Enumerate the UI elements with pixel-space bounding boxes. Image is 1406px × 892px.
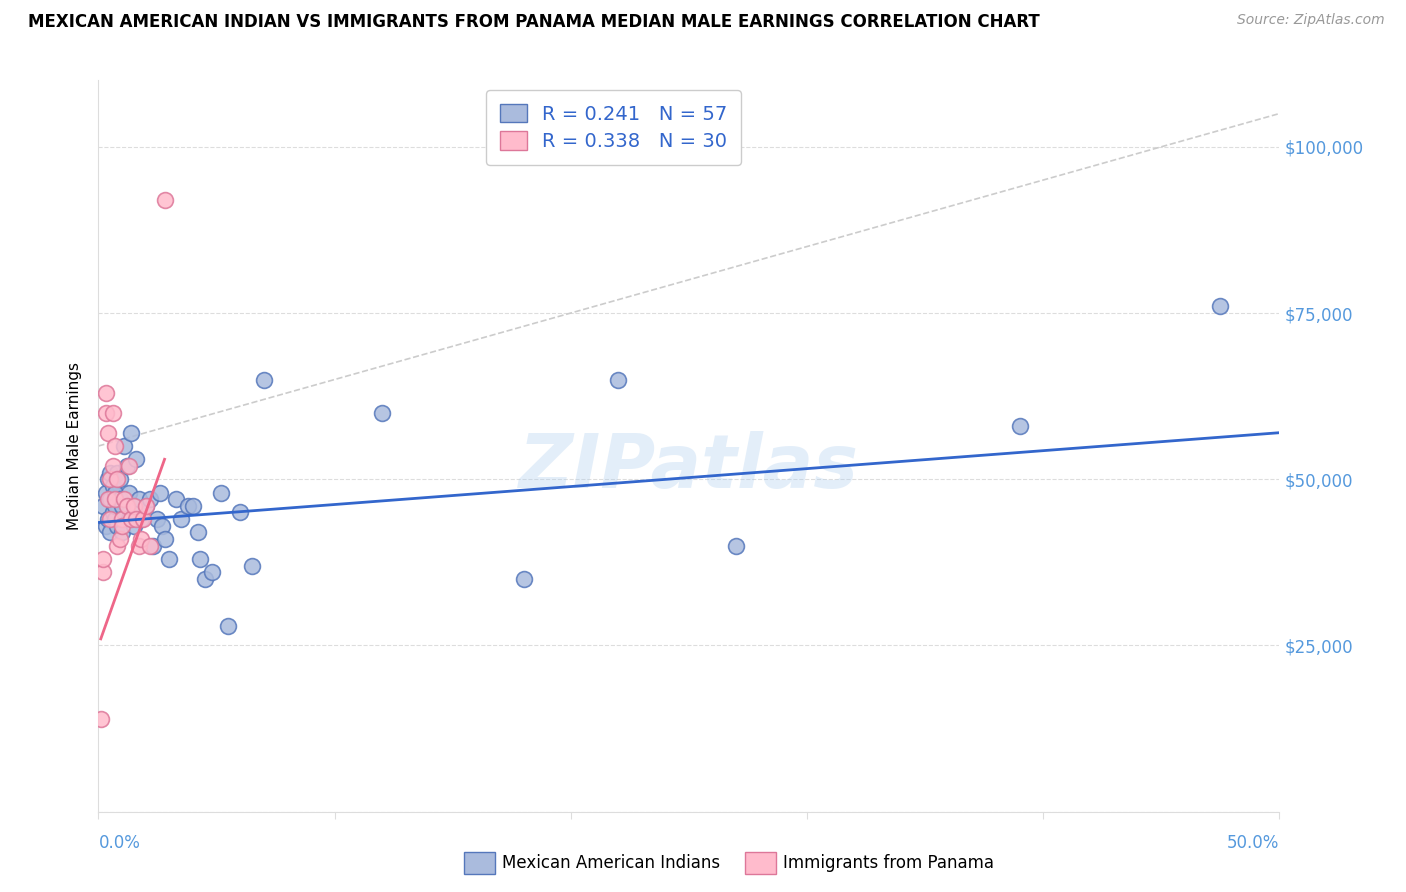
Text: ZIPatlas: ZIPatlas: [519, 432, 859, 505]
Point: [101, 506, 124, 520]
Text: Mexican American Indians: Mexican American Indians: [502, 854, 720, 871]
Point: [122, 499, 145, 513]
Text: 50.0%: 50.0%: [1227, 834, 1279, 852]
Point: [122, 499, 145, 513]
Point: [607, 372, 630, 386]
Y-axis label: Median Male Earnings: Median Male Earnings: [67, 362, 83, 530]
Point: [98, 492, 121, 507]
Point: [111, 512, 134, 526]
Point: [111, 512, 134, 526]
Point: [94, 385, 117, 400]
Point: [121, 425, 143, 440]
Point: [132, 512, 155, 526]
Point: [371, 406, 394, 420]
Point: [194, 572, 217, 586]
Point: [94, 406, 117, 420]
Point: [94, 485, 117, 500]
Point: [105, 472, 128, 486]
Point: [165, 492, 187, 507]
Legend: R = 0.241   N = 57, R = 0.338   N = 30: R = 0.241 N = 57, R = 0.338 N = 30: [486, 90, 741, 165]
Point: [135, 499, 157, 513]
Point: [177, 499, 200, 513]
Point: [1008, 419, 1031, 434]
Point: [139, 539, 162, 553]
Point: [108, 532, 131, 546]
Point: [90, 712, 112, 726]
Point: [725, 539, 748, 553]
Point: [128, 539, 150, 553]
Point: [105, 539, 128, 553]
Point: [135, 499, 157, 513]
Point: [512, 572, 534, 586]
Point: [97, 512, 120, 526]
Point: [101, 458, 124, 473]
Point: [149, 485, 172, 500]
Point: [150, 518, 173, 533]
Point: [142, 539, 165, 553]
Point: [98, 472, 121, 486]
Point: [122, 518, 145, 533]
Point: [105, 518, 128, 533]
Point: [118, 512, 141, 526]
Point: [97, 492, 120, 507]
Point: [105, 466, 128, 480]
Point: [97, 472, 120, 486]
Point: [91, 499, 114, 513]
Text: Immigrants from Panama: Immigrants from Panama: [783, 854, 994, 871]
Point: [201, 566, 224, 580]
Point: [104, 485, 127, 500]
Point: [125, 452, 148, 467]
Point: [111, 499, 134, 513]
Point: [104, 512, 127, 526]
Point: [128, 492, 150, 507]
Point: [125, 512, 148, 526]
Point: [118, 485, 141, 500]
Text: MEXICAN AMERICAN INDIAN VS IMMIGRANTS FROM PANAMA MEDIAN MALE EARNINGS CORRELATI: MEXICAN AMERICAN INDIAN VS IMMIGRANTS FR…: [28, 13, 1040, 31]
Text: Source: ZipAtlas.com: Source: ZipAtlas.com: [1237, 13, 1385, 28]
Point: [112, 439, 135, 453]
Point: [108, 472, 131, 486]
Point: [104, 499, 127, 513]
Point: [153, 532, 176, 546]
Point: [217, 618, 239, 632]
Point: [240, 558, 263, 573]
Point: [98, 512, 121, 526]
Point: [101, 406, 124, 420]
Point: [187, 525, 209, 540]
Text: 0.0%: 0.0%: [98, 834, 141, 852]
Point: [94, 518, 117, 533]
Point: [108, 492, 131, 507]
Point: [121, 512, 143, 526]
Point: [129, 532, 152, 546]
Point: [253, 372, 276, 386]
Point: [129, 512, 152, 526]
Point: [115, 499, 138, 513]
Point: [115, 458, 138, 473]
Point: [229, 506, 252, 520]
Point: [101, 479, 124, 493]
Point: [153, 193, 176, 207]
Point: [181, 499, 204, 513]
Point: [170, 512, 193, 526]
Point: [209, 485, 232, 500]
Point: [118, 458, 141, 473]
Point: [139, 492, 162, 507]
Point: [104, 492, 127, 507]
Point: [91, 552, 114, 566]
Point: [97, 425, 120, 440]
Point: [98, 466, 121, 480]
Point: [112, 492, 135, 507]
Point: [104, 439, 127, 453]
Point: [111, 525, 134, 540]
Point: [91, 566, 114, 580]
Point: [111, 518, 134, 533]
Point: [157, 552, 180, 566]
Point: [188, 552, 211, 566]
Point: [146, 512, 169, 526]
Point: [98, 525, 121, 540]
Point: [1209, 299, 1232, 313]
